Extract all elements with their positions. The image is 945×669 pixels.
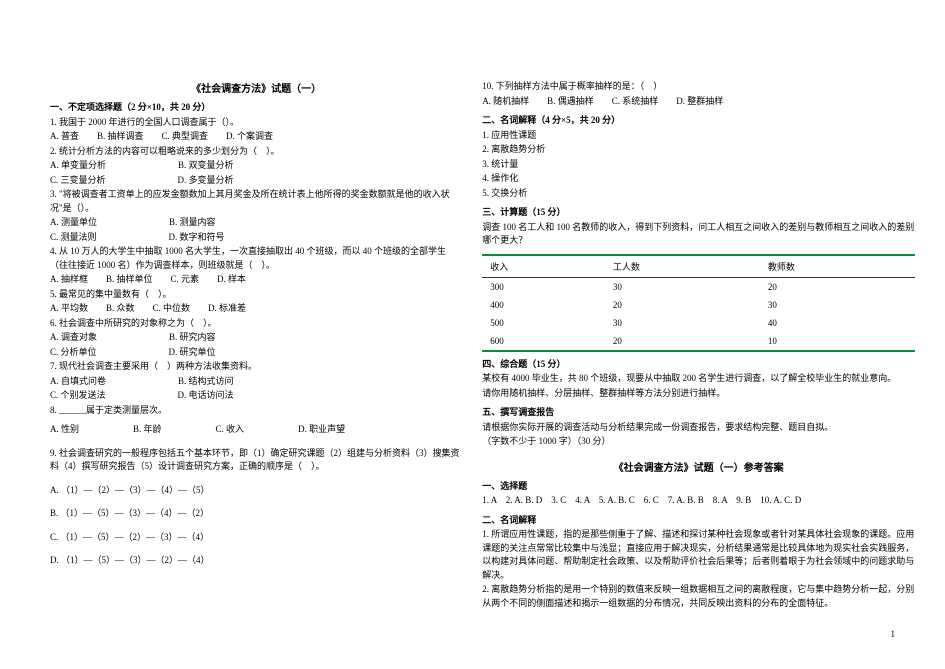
term-3: 3. 统计量 [482,158,915,172]
question-8-options: A. 性别 B. 年龄 C. 收入 D. 职业声望 [50,423,462,437]
question-2: 2. 统计分析方法的内容可以粗略说来的多少划分为（ ）。 [50,145,462,159]
question-3-opt-a: A. 测量单位 B. 测量内容 [50,216,462,230]
question-3-opt-c: C. 测量法则 D. 数字和符号 [50,231,462,245]
question-7-opt-a: A. 自填式问卷 B. 结构式访问 [50,375,462,389]
answer-2-text-2: 2. 离散趋势分析指的是用一个特别的数值来反映一组数据相互之间的离散程度，它与集… [482,583,915,610]
answer-2-text-1: 1. 所谓应用性课题，指的是那些侧重于了解、描述和探讨某种社会现象或者针对某具体… [482,528,915,582]
question-1: 1. 我国于 2000 年进行的全国人口调查属于（）。 [50,116,462,130]
question-7: 7. 现代社会调查主要采用（ ）两种方法收集资料。 [50,360,462,374]
question-6: 6. 社会调查中所研究的对象称之为（ ）。 [50,317,462,331]
term-5: 5. 交换分析 [482,187,915,201]
question-10: 10. 下列抽样方法中属于概率抽样的是：（ ） [482,80,915,94]
question-4: 4. 从 10 万人的大学生中抽取 1000 名大学生，一次直接抽取出 40 个… [50,245,462,272]
income-table: 收入 工人数 教师数 3003020 4002030 5003040 60020… [482,254,915,352]
section-5-heading: 五、撰写调查报告 [482,406,915,420]
section-3-heading: 三、计算题（15 分） [482,206,915,220]
question-8: 8. ______属于定类测量层次。 [50,404,462,418]
answer-title: 《社会调查方法》试题（一）参考答案 [482,459,915,474]
table-header: 工人数 [605,255,760,278]
section-4-text-2: 请你用随机抽样、分层抽样、整群抽样等方法分别进行抽样。 [482,387,915,401]
section-5-text-2: （字数不少于 1000 字）（30 分） [482,435,915,449]
table-header-row: 收入 工人数 教师数 [482,255,915,278]
question-6-opt-c: C. 分析单位 D. 研究单位 [50,346,462,360]
answer-2-heading: 二、名词解释 [482,514,915,528]
section-4-text-1: 某校有 4000 毕业生，共 80 个班级，现要从中抽取 200 名学生进行调查… [482,372,915,386]
question-9: 9. 社会调查研究的一般程序包括五个基本环节，即（1）确定研究课题（2）组建与分… [50,447,462,474]
table-row: 3003020 [482,277,915,296]
page-number: 1 [891,629,896,639]
table-row: 6002010 [482,332,915,351]
section-5-text-1: 请根据你实际开展的调查活动与分析结果完成一份调查报告，要求结构完整、题目自拟。 [482,421,915,435]
question-3: 3. "将被调查者工资单上的应发金额数加上其月奖金及所在统计表上他所得的奖金数额… [50,188,462,215]
term-1: 1. 应用性课题 [482,129,915,143]
section-2-heading: 二、名词解释（4 分×5，共 20 分） [482,114,915,128]
table-header: 教师数 [760,255,915,278]
question-9-opt-d: D. （1）—（5）—（3）—（2）—（4） [50,554,462,568]
question-9-opt-b: B. （1）—（5）—（3）—（4）—（2） [50,507,462,521]
question-4-options: A. 抽样框 B. 抽样单位 C. 元素 D. 样本 [50,273,462,287]
question-5-options: A. 平均数 B. 众数 C. 中位数 D. 标准差 [50,302,462,316]
question-7-opt-c: C. 个别发送法 D. 电话访问法 [50,389,462,403]
section-3-text: 调查 100 名工人和 100 名教师的收入，得到下列资料，问工人相互之间收入的… [482,221,915,248]
table-row: 5003040 [482,314,915,332]
question-9-opt-c: C. （1）—（5）—（2）—（3）—（4） [50,531,462,545]
question-2-opt-c: C. 三变量分析 D. 多变量分析 [50,174,462,188]
doc-title: 《社会调查方法》试题（一） [50,80,462,95]
term-4: 4. 操作化 [482,172,915,186]
question-5: 5. 最常见的集中量数有（ ）。 [50,288,462,302]
question-2-opt-a: A. 单变量分析 B. 双变量分析 [50,159,462,173]
section-4-heading: 四、综合题（15 分） [482,358,915,372]
question-1-options: A. 普查 B. 抽样调查 C. 典型调查 D. 个案调查 [50,130,462,144]
answer-1-heading: 一、选择题 [482,480,915,494]
table-header: 收入 [482,255,605,278]
table-row: 4002030 [482,296,915,314]
term-2: 2. 离散趋势分析 [482,143,915,157]
question-9-opt-a: A. （1）—（2）—（3）—（4）—（5） [50,484,462,498]
question-10-options: A. 随机抽样 B. 偶遇抽样 C. 系统抽样 D. 整群抽样 [482,95,915,109]
answer-1-text: 1. A 2. A. B. D 3. C 4. A 5. A. B. C 6. … [482,494,915,508]
section-1-heading: 一、不定项选择题（2 分×10，共 20 分） [50,101,462,115]
question-6-opt-a: A. 调查对象 B. 研究内容 [50,331,462,345]
